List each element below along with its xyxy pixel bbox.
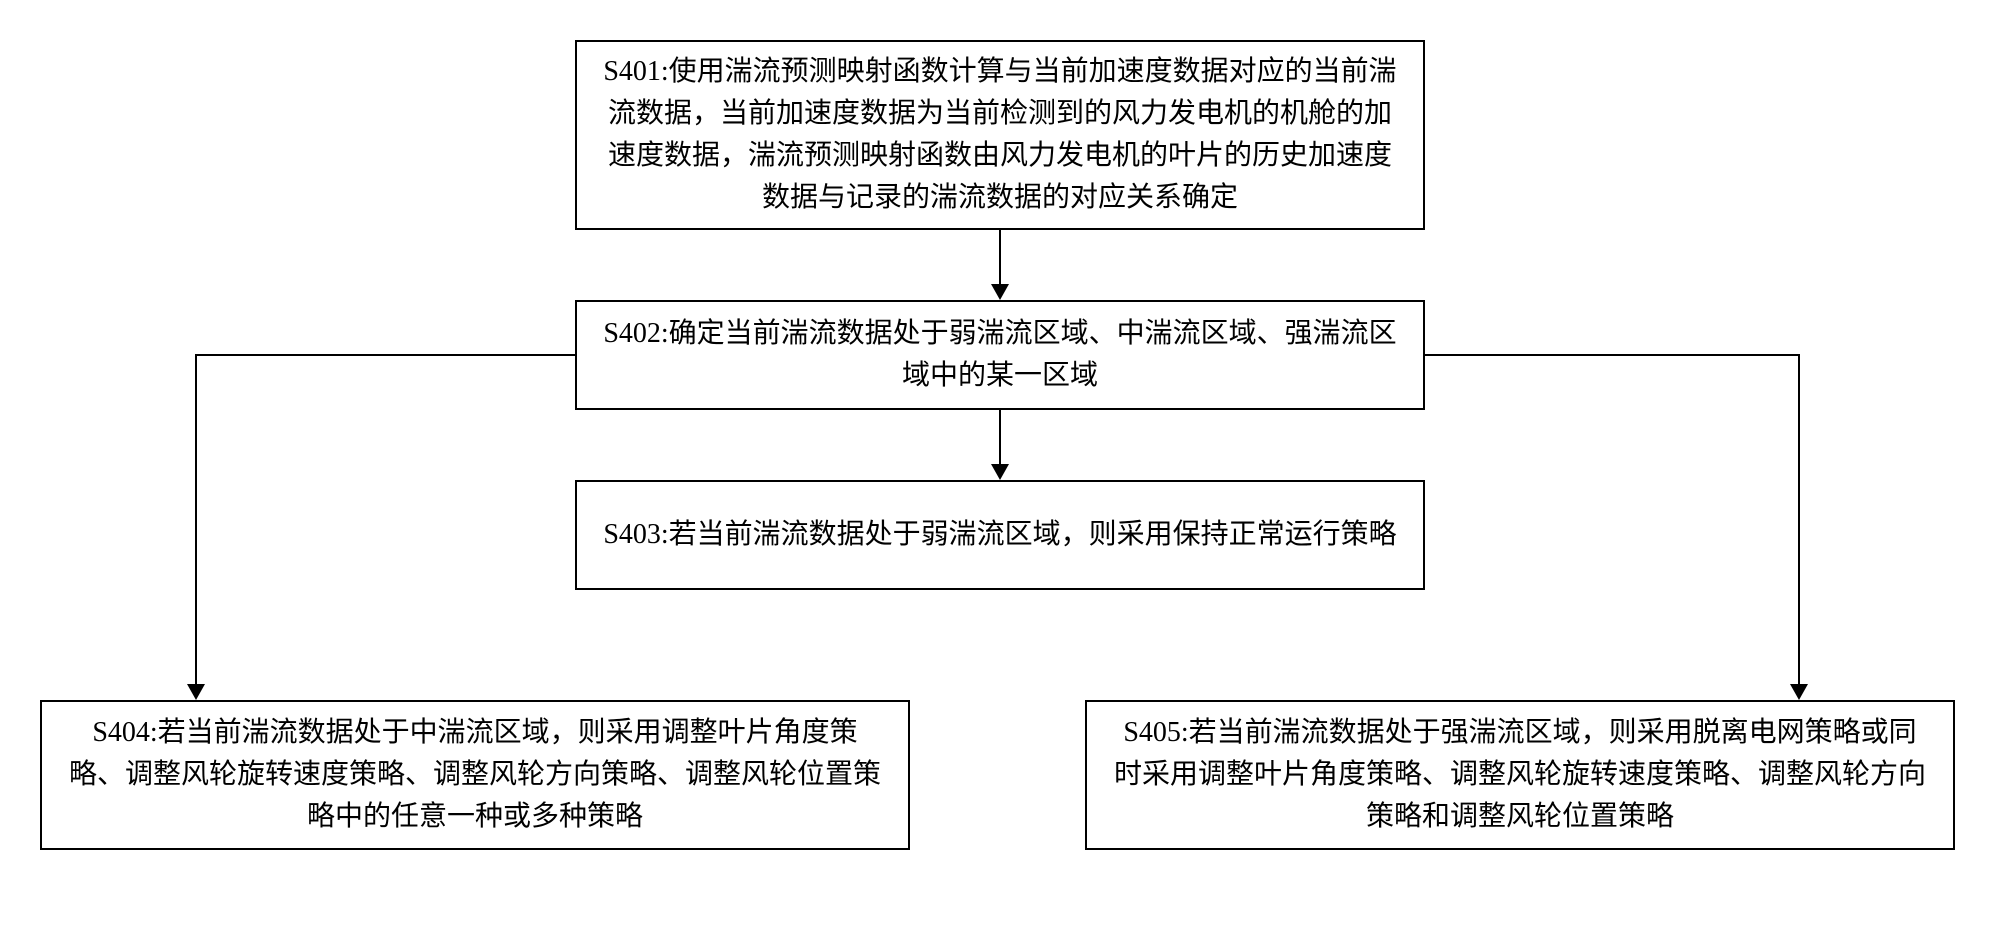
edge-s402-s404-vline (195, 354, 197, 686)
edge-s402-s403-line (999, 410, 1001, 466)
edge-s402-s405-arrow (1790, 684, 1808, 700)
flowchart-node-s404: S404:若当前湍流数据处于中湍流区域，则采用调整叶片角度策略、调整风轮旋转速度… (40, 700, 910, 850)
node-label: S402:确定当前湍流数据处于弱湍流区域、中湍流区域、强湍流区域中的某一区域 (601, 313, 1399, 397)
flowchart-node-s402: S402:确定当前湍流数据处于弱湍流区域、中湍流区域、强湍流区域中的某一区域 (575, 300, 1425, 410)
edge-s402-s404-arrow (187, 684, 205, 700)
edge-s402-s404-hline (195, 354, 575, 356)
node-label: S401:使用湍流预测映射函数计算与当前加速度数据对应的当前湍流数据，当前加速度… (601, 51, 1399, 219)
edge-s402-s405-hline (1425, 354, 1800, 356)
flowchart-node-s403: S403:若当前湍流数据处于弱湍流区域，则采用保持正常运行策略 (575, 480, 1425, 590)
node-label: S404:若当前湍流数据处于中湍流区域，则采用调整叶片角度策略、调整风轮旋转速度… (66, 712, 884, 838)
node-label: S403:若当前湍流数据处于弱湍流区域，则采用保持正常运行策略 (603, 514, 1396, 556)
edge-s402-s405-vline (1798, 354, 1800, 686)
flowchart-node-s401: S401:使用湍流预测映射函数计算与当前加速度数据对应的当前湍流数据，当前加速度… (575, 40, 1425, 230)
edge-s402-s403-arrow (991, 464, 1009, 480)
node-label: S405:若当前湍流数据处于强湍流区域，则采用脱离电网策略或同时采用调整叶片角度… (1111, 712, 1929, 838)
flowchart-node-s405: S405:若当前湍流数据处于强湍流区域，则采用脱离电网策略或同时采用调整叶片角度… (1085, 700, 1955, 850)
edge-s401-s402-line (999, 230, 1001, 286)
edge-s401-s402-arrow (991, 284, 1009, 300)
